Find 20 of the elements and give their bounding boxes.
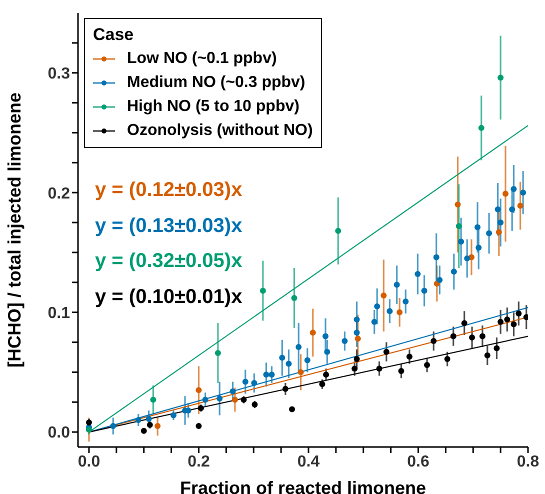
x-tick-label: 0.0 [78, 453, 100, 470]
x-axis-title: Fraction of reacted limonene [180, 478, 426, 494]
annotation: y = (0.13±0.03)x [95, 214, 242, 238]
legend-label: Low NO (~0.1 ppbv) [127, 49, 277, 69]
y-tick-label: 0.2 [48, 185, 70, 202]
x-tick-label: 0.4 [297, 453, 320, 470]
y-axis-title: [HCHO] / total injected limonene [4, 92, 24, 368]
x-tick-label: 0.2 [188, 453, 210, 470]
annotation: y = (0.10±0.01)x [95, 284, 242, 310]
x-tick-label: 0.6 [407, 453, 430, 470]
legend-title: Case [93, 24, 135, 46]
y-tick-label: 0.3 [48, 66, 70, 83]
legend-label: Ozonolysis (without NO) [127, 121, 313, 141]
annotation: y = (0.32±0.05)x [95, 249, 242, 274]
x-tick-label: 0.8 [516, 453, 540, 470]
legend-label: High NO (5 to 10 ppbv) [127, 97, 300, 117]
y-tick-label: 0.0 [48, 424, 70, 442]
y-tick-label: 0.1 [48, 304, 70, 322]
legend-label: Medium NO (~0.3 ppbv) [127, 73, 306, 93]
annotation: y = (0.12±0.03)x [95, 178, 242, 203]
